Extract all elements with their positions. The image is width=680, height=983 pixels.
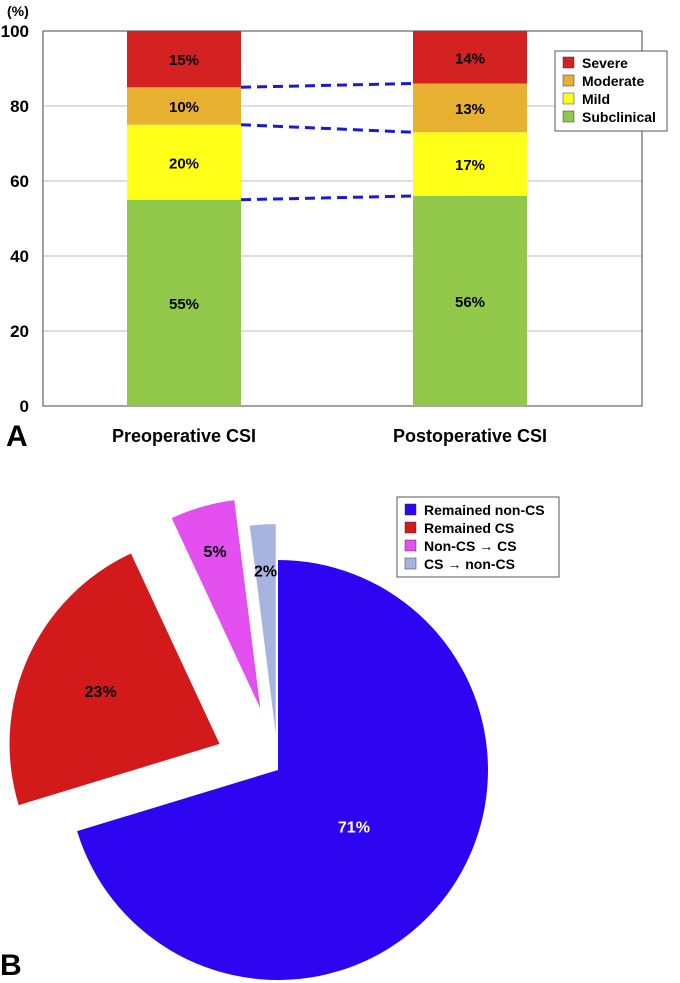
- bar-segment-subclinical: [413, 196, 527, 406]
- slice-label: 2%: [254, 564, 277, 581]
- y-tick-label: 20: [10, 322, 29, 341]
- data-label: 20%: [169, 155, 199, 172]
- y-tick-label: 40: [10, 247, 29, 266]
- x-tick-label: Preoperative CSI: [112, 426, 256, 446]
- pie-slice-remained-non-cs: [77, 560, 489, 980]
- x-tick-label: Postoperative CSI: [393, 426, 547, 446]
- slice-label: 23%: [85, 684, 117, 701]
- bar-segment-mild: [413, 132, 527, 196]
- plot-area-frame: [42, 30, 643, 407]
- y-tick-label: 80: [10, 97, 29, 116]
- pie-slice-non-cs-cs: [171, 500, 261, 709]
- y-tick-label: 100: [1, 22, 29, 41]
- legend-swatch: [562, 92, 575, 105]
- pie-slice-remained-cs: [9, 553, 220, 806]
- data-label: 55%: [169, 296, 199, 313]
- pie-slice-cs-non-cs: [249, 524, 276, 735]
- y-unit-label: (%): [7, 3, 29, 19]
- connector-line: [240, 82, 414, 89]
- legend-entry: Non-CS → CS: [424, 538, 517, 554]
- bar-segment-subclinical: [127, 199, 241, 406]
- slice-label: 71%: [338, 819, 370, 836]
- legend-swatch: [404, 503, 417, 516]
- legend-entry: Remained CS: [424, 520, 514, 536]
- legend-entry: Remained non-CS: [424, 502, 545, 518]
- data-label: 15%: [169, 52, 199, 69]
- bar-segment-severe: [413, 31, 527, 84]
- legend-entry: Subclinical: [582, 109, 656, 125]
- data-label: 14%: [455, 50, 485, 67]
- pie-chart: 71% 23% 5% 2% Remained non-CS Remained CS Non-…: [9, 496, 560, 980]
- slice-label: 5%: [203, 544, 226, 561]
- bar-segment-moderate: [413, 83, 527, 133]
- y-tick-label: 0: [20, 397, 29, 416]
- y-tick-label: 60: [10, 172, 29, 191]
- legend-swatch: [404, 539, 417, 552]
- legend-entry: Mild: [582, 91, 610, 107]
- legend-swatch: [404, 521, 417, 534]
- bar-segment-severe: [127, 31, 241, 88]
- panel-a-label: A: [6, 420, 28, 453]
- data-label: 56%: [455, 294, 485, 311]
- connector-line: [240, 123, 414, 134]
- legend-swatch: [562, 56, 575, 69]
- legend-swatch: [404, 557, 417, 570]
- legend-entry: CS → non-CS: [424, 556, 515, 572]
- bar-segment-moderate: [127, 87, 241, 125]
- connector-line: [240, 194, 414, 202]
- legend-entry: Severe: [582, 55, 628, 71]
- legend-entry: Moderate: [582, 73, 644, 89]
- panel-b-label: B: [0, 949, 22, 982]
- data-label: 13%: [455, 101, 485, 118]
- legend-box: [396, 496, 560, 578]
- data-label: 10%: [169, 99, 199, 116]
- bar-segment-mild: [127, 124, 241, 200]
- stacked-bar-chart: 0 20 40 60 80 100 (%) 55% 20% 10% 15% Preoperative …: [1, 3, 668, 446]
- legend-swatch: [562, 74, 575, 87]
- data-label: 17%: [455, 157, 485, 174]
- legend-swatch: [562, 110, 575, 123]
